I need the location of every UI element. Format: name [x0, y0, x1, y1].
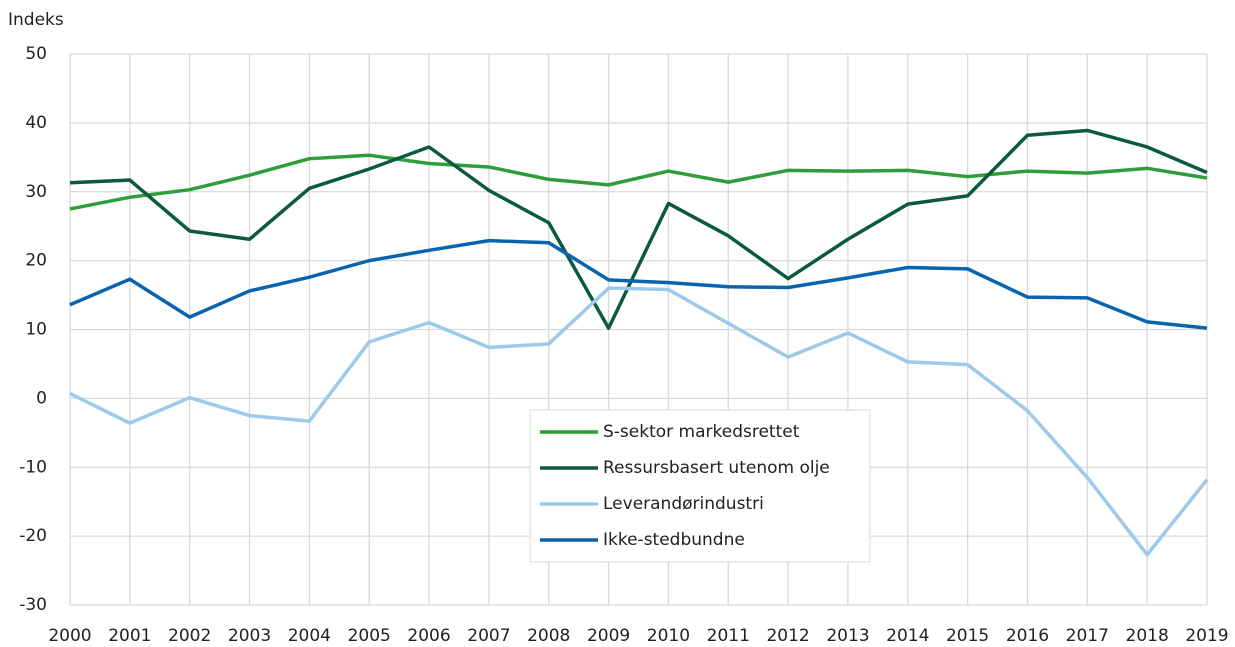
x-tick-label: 2000	[48, 626, 91, 646]
x-tick-label: 2002	[168, 626, 211, 646]
x-tick-label: 2016	[1006, 626, 1049, 646]
x-tick-label: 2019	[1185, 626, 1228, 646]
x-tick-label: 2008	[527, 626, 570, 646]
series-line	[69, 286, 1209, 557]
x-tick-label: 2005	[348, 626, 391, 646]
legend-label: Ikke-stedbundne	[603, 530, 745, 550]
x-tick-label: 2018	[1126, 626, 1169, 646]
x-tick-label: 2013	[826, 626, 869, 646]
legend-label: Leverandørindustri	[603, 494, 764, 514]
y-tick-label: 40	[25, 113, 47, 133]
legend-box	[529, 409, 871, 563]
y-tick-label: -10	[19, 457, 47, 477]
x-tick-label: 2010	[647, 626, 690, 646]
x-tick-label: 2017	[1066, 626, 1109, 646]
x-tick-label: 2003	[228, 626, 271, 646]
y-tick-label: -30	[19, 595, 47, 615]
x-tick-label: 2001	[108, 626, 151, 646]
y-tick-label: -20	[19, 526, 47, 546]
x-tick-label: 2009	[587, 626, 630, 646]
y-tick-label: 20	[25, 251, 47, 271]
y-tick-label: 10	[25, 320, 47, 340]
y-axis-label: Indeks	[8, 10, 64, 30]
series-line	[69, 153, 1208, 211]
x-tick-label: 2006	[407, 626, 450, 646]
legend-label: Ressursbasert utenom olje	[603, 458, 830, 478]
y-tick-label: 50	[25, 44, 47, 64]
x-tick-label: 2011	[707, 626, 750, 646]
legend-label: S-sektor markedsrettet	[603, 422, 800, 442]
x-tick-label: 2014	[886, 626, 929, 646]
y-tick-label: 30	[25, 182, 47, 202]
y-tick-label: 0	[36, 388, 47, 408]
x-tick-label: 2015	[946, 626, 989, 646]
series-line	[69, 128, 1208, 330]
x-tick-label: 2012	[766, 626, 809, 646]
x-tick-label: 2004	[288, 626, 331, 646]
x-tick-label: 2007	[467, 626, 510, 646]
series-line	[69, 238, 1208, 330]
